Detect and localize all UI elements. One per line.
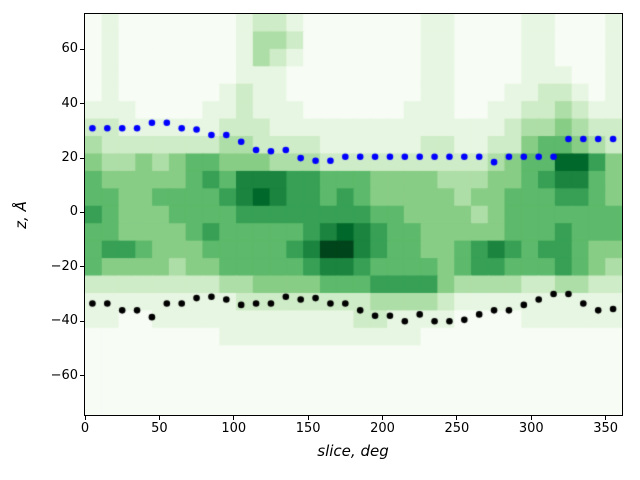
x-tick-mark	[158, 416, 160, 420]
x-tick-mark	[307, 416, 309, 420]
x-tick-mark	[530, 416, 532, 420]
y-tick-mark	[80, 266, 84, 268]
y-tick-mark	[80, 320, 84, 322]
y-tick-mark	[80, 375, 84, 377]
y-tick-label: −20	[50, 258, 78, 274]
x-tick-label: 350	[593, 421, 619, 436]
x-tick-mark	[382, 416, 383, 420]
y-tick-label: −40	[50, 313, 78, 329]
y-tick-mark	[80, 103, 84, 105]
y-tick-mark	[80, 48, 84, 50]
x-tick-label: 250	[444, 421, 470, 436]
x-tick-label: 200	[370, 421, 395, 436]
x-tick-label: 50	[151, 421, 168, 436]
x-tick-label: 300	[518, 421, 544, 436]
x-tick-label: 0	[80, 421, 90, 436]
plot-area	[84, 13, 623, 416]
y-tick-mark	[80, 211, 84, 213]
x-tick-label: 150	[295, 421, 321, 436]
y-tick-label: 60	[61, 41, 78, 57]
x-axis-label: slice, deg	[317, 442, 389, 460]
y-tick-label: 0	[69, 204, 78, 220]
y-tick-label: 40	[61, 95, 78, 111]
heatmap-canvas	[85, 14, 622, 415]
x-tick-mark	[456, 416, 458, 420]
x-tick-mark	[233, 416, 235, 420]
y-axis-label: z, Å	[12, 201, 30, 229]
y-tick-label: −60	[50, 367, 78, 383]
y-tick-mark	[80, 157, 84, 159]
y-tick-label: 20	[61, 150, 78, 166]
x-tick-mark	[84, 416, 86, 420]
x-tick-mark	[605, 416, 607, 420]
x-tick-label: 100	[221, 421, 247, 436]
